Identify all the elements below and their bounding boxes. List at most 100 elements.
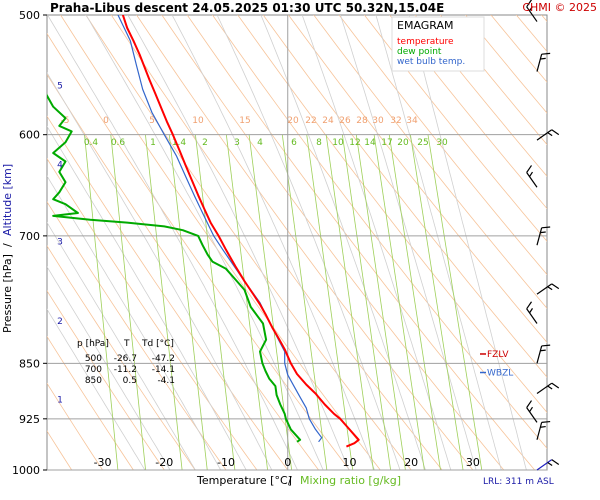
y-tick-label: 1000 [12, 464, 40, 477]
wind-barb-flag [547, 462, 553, 466]
moist-adiabat [340, 15, 477, 470]
dry-adiabat [389, 15, 547, 210]
wind-barb-flag [526, 0, 533, 8]
wind-barb-flag [541, 226, 551, 229]
dry-adiabat [47, 245, 196, 470]
dry-adiabat [237, 15, 547, 414]
dry-adiabat [110, 15, 443, 470]
wind-barb-flag [526, 165, 533, 173]
wind-barb-staff [536, 54, 543, 72]
dry-adiabat-label: 22 [305, 116, 316, 126]
x-axis-label-mixing: Mixing ratio [g/kg] [300, 474, 401, 487]
wind-barb-flag [540, 425, 546, 428]
dry-adiabat-label: 10 [192, 116, 204, 126]
wind-barb [536, 52, 551, 72]
wind-barb-flag [541, 52, 551, 55]
y-tick-label: 500 [19, 9, 40, 22]
legend-box: EMAGRAM temperature dew point wet bulb t… [391, 16, 485, 72]
altitude-tick-label: 2 [57, 317, 63, 327]
dry-adiabat [136, 15, 474, 470]
moist-adiabat [47, 265, 171, 470]
mixing-ratio-line [195, 134, 236, 470]
fzlv-label: FZLV [487, 350, 509, 360]
moist-adiabat [301, 15, 452, 470]
mixing-ratio-line [225, 134, 268, 470]
wind-barb [526, 400, 538, 423]
wind-barbs [526, 0, 560, 471]
table-cell: -14.1 [152, 365, 175, 375]
dry-adiabat-label: 5 [149, 116, 155, 126]
table-cell: 0.5 [123, 376, 137, 386]
moist-adiabat [47, 15, 298, 470]
dry-adiabat [47, 335, 134, 470]
table-cell: 850 [85, 376, 102, 386]
wind-barb-flag [551, 382, 560, 389]
wind-barb [526, 301, 538, 324]
levels-table: p [hPa] T Td [°C] 500 -26.7 -47.2 700 -1… [77, 339, 175, 386]
dry-adiabat-label: 32 [390, 116, 401, 126]
dry-adiabat [414, 15, 547, 177]
wind-barb-flag [547, 385, 553, 390]
series-layer [47, 15, 360, 448]
wind-barb-flag [540, 231, 546, 234]
moist-adiabat [375, 15, 502, 470]
mixing-ratio-label: 3 [234, 138, 240, 148]
dry-adiabat [338, 15, 547, 276]
dew-point-line [47, 93, 302, 443]
mixing-ratio-line [281, 134, 328, 470]
wind-barb-flag [541, 344, 551, 347]
table-cell: 500 [85, 354, 102, 364]
y-tick-label: 700 [19, 230, 40, 243]
wind-barb [536, 459, 560, 471]
moist-adiabat [260, 15, 426, 470]
wind-barb-flag [540, 349, 546, 352]
y-tick-label: 850 [19, 357, 40, 370]
dry-adiabat [262, 15, 547, 378]
table-cell: -11.2 [114, 365, 137, 375]
table-header-td: Td [°C] [141, 339, 174, 349]
wind-barb [536, 129, 560, 141]
pressure-grid: -5 0 5 10 15 20 22 24 26 28 30 32 340.4 0.6 1 1.4 2 3 4 6 8 1… [47, 15, 547, 471]
dry-adiabat [212, 15, 547, 449]
wind-barb-staff [526, 308, 538, 324]
dry-adiabat [47, 32, 351, 470]
wind-barb [536, 283, 560, 295]
x-tick-label: -30 [94, 456, 112, 469]
y-axis-label-altitude: Altitude [km] [1, 164, 14, 236]
altitude-tick-label: 4 [57, 161, 63, 171]
wind-barb-staff [536, 227, 543, 246]
mixing-ratio-label: 2 [202, 138, 208, 148]
dry-adiabat-label: 0 [103, 116, 109, 126]
dry-adiabat-label: 30 [372, 116, 384, 126]
dry-adiabat [47, 73, 320, 470]
moist-adiabat [85, 15, 324, 470]
legend-title: EMAGRAM [397, 19, 454, 32]
mixing-ratio-line [355, 134, 406, 470]
mixing-ratio-label: 0.6 [111, 138, 126, 148]
table-cell: -26.7 [114, 354, 137, 364]
mixing-ratio-line [388, 134, 441, 470]
legend-dew-point: dew point [397, 47, 442, 57]
wind-barb-flag [529, 6, 533, 12]
copyright-label: CHMI © 2025 [522, 1, 597, 14]
dry-adiabat [47, 382, 104, 470]
mixing-ratio-label: 14 [364, 138, 376, 148]
y-axis-separator: / [1, 243, 14, 247]
wind-barb-staff [536, 345, 543, 364]
dry-adiabat [47, 430, 73, 470]
mixing-ratio-label: 1 [150, 138, 156, 148]
moist-adiabat [171, 15, 375, 470]
wind-barb-flag [529, 406, 533, 413]
moist-adiabat [47, 125, 247, 470]
wind-barb-flag [551, 129, 560, 136]
lrl-label: LRL: 311 m ASL [483, 477, 554, 487]
moist-adiabat [47, 308, 146, 470]
legend-temperature: temperature [397, 37, 454, 47]
wind-barb [536, 344, 551, 364]
dry-adiabat-label: 34 [406, 116, 418, 126]
mixing-ratio-line [145, 134, 183, 470]
mixing-ratio-label: 20 [397, 138, 409, 148]
mixing-ratio-line [427, 134, 483, 470]
